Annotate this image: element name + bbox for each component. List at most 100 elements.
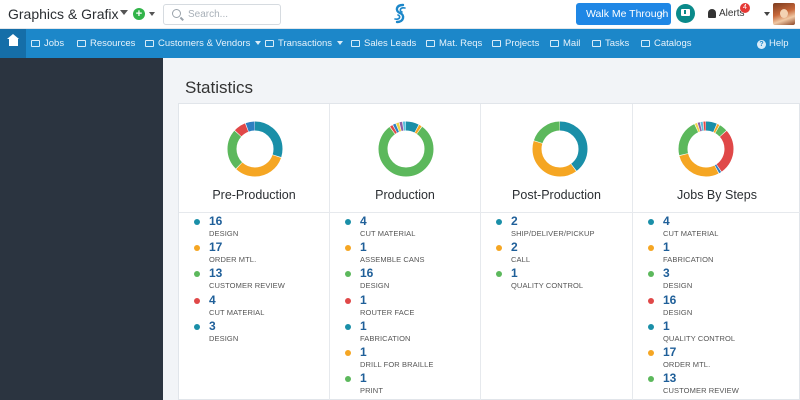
company-name[interactable]: Graphics & Grafix: [8, 6, 119, 22]
nav-mat-reqs[interactable]: Mat. Reqs: [426, 29, 482, 58]
stat-label: FABRICATION: [663, 255, 714, 265]
stat-label: DESIGN: [360, 281, 390, 291]
add-dropdown-caret-icon[interactable]: [149, 12, 155, 16]
walk-me-through-button[interactable]: Walk Me Through ›: [576, 3, 671, 25]
list-item[interactable]: 3 DESIGN: [633, 266, 800, 292]
list-item[interactable]: 4 CUT MATERIAL: [330, 214, 480, 240]
list-item[interactable]: 1 ROUTER FACE: [330, 293, 480, 319]
donut-slice[interactable]: [532, 121, 588, 177]
company-dropdown-caret-icon[interactable]: [120, 10, 128, 15]
list-item[interactable]: 16 DESIGN: [179, 214, 329, 240]
nav-label: Sales Leads: [364, 38, 417, 49]
home-icon: [7, 34, 19, 46]
nav-home[interactable]: [0, 29, 26, 58]
mail-icon: [550, 40, 559, 47]
list-item[interactable]: 1 DRILL FOR BRAILLE: [330, 345, 480, 371]
status-dot-icon: [648, 376, 654, 383]
list-item[interactable]: 1 QUALITY CONTROL: [481, 266, 632, 292]
list-item[interactable]: 13 CUSTOMER REVIEW: [179, 266, 329, 292]
stat-title: Post-Production: [512, 188, 601, 202]
donut-slice[interactable]: [378, 121, 434, 177]
list-item[interactable]: 17 ORDER MTL.: [633, 345, 800, 371]
nav-mail[interactable]: Mail: [550, 29, 580, 58]
nav-sales-leads[interactable]: Sales Leads: [351, 29, 416, 58]
app-logo-icon[interactable]: [390, 2, 410, 26]
status-dot-icon: [345, 297, 351, 304]
nav-help[interactable]: ? Help: [757, 29, 789, 58]
stat-title: Jobs By Steps: [677, 188, 757, 202]
stat-label: ORDER MTL.: [209, 255, 257, 265]
user-dropdown-caret-icon[interactable]: [764, 12, 770, 16]
donut-slice[interactable]: [678, 121, 734, 177]
sales-leads-icon: [351, 40, 360, 47]
donut-slice[interactable]: [227, 121, 283, 177]
stat-count: 1: [360, 240, 367, 255]
stat-label: DESIGN: [663, 281, 693, 291]
donut-chart[interactable]: [226, 120, 284, 178]
stat-column-jobs-by-steps: Jobs By Steps 4 CUT MATERIAL 1 FABRICATION 3 D…: [633, 104, 800, 400]
add-button[interactable]: +: [133, 8, 145, 20]
list-item[interactable]: 2 SHIP/DELIVER/PICKUP: [481, 214, 632, 240]
donut-slice[interactable]: [678, 121, 734, 177]
nav-customers-vendors[interactable]: Customers & Vendors: [145, 29, 262, 58]
nav-catalogs[interactable]: Catalogs: [641, 29, 692, 58]
nav-label: Tasks: [605, 38, 630, 49]
nav-projects[interactable]: Projects: [492, 29, 539, 58]
stat-count: 3: [663, 266, 670, 281]
stat-count: 17: [663, 345, 677, 359]
search-input[interactable]: [188, 7, 278, 22]
alerts-label[interactable]: Alerts: [719, 8, 745, 19]
list-item[interactable]: 16 DESIGN: [633, 293, 800, 319]
list-item[interactable]: 13 CUSTOMER REVIEW: [633, 371, 800, 397]
avatar[interactable]: [773, 3, 795, 25]
list-item[interactable]: 17 ORDER MTL.: [179, 240, 329, 266]
stat-count: 16: [209, 214, 223, 228]
main-nav: Jobs Resources Customers & Vendors Trans…: [0, 29, 800, 58]
projects-icon: [492, 40, 501, 47]
list-item[interactable]: 3 DESIGN: [179, 319, 329, 345]
donut-slice[interactable]: [378, 121, 434, 177]
status-dot-icon: [648, 271, 654, 278]
list-item[interactable]: 1 FABRICATION: [633, 240, 800, 266]
list-item[interactable]: 16 DESIGN: [330, 266, 480, 292]
nav-label: Help: [769, 38, 789, 49]
stat-label: CUT MATERIAL: [209, 307, 265, 317]
stat-label: ROUTER FACE: [360, 307, 415, 317]
status-dot-icon: [194, 271, 200, 278]
nav-transactions[interactable]: Transactions: [265, 29, 344, 58]
donut-slice[interactable]: [678, 121, 734, 177]
bell-icon[interactable]: [708, 9, 716, 18]
nav-resources[interactable]: Resources: [77, 29, 135, 58]
list-item[interactable]: 1 ASSEMBLE CANS: [330, 240, 480, 266]
donut-slice[interactable]: [532, 121, 588, 177]
donut-slice[interactable]: [227, 121, 283, 177]
list-icon: [426, 40, 435, 47]
search-box[interactable]: [163, 4, 281, 25]
donut-chart[interactable]: [377, 120, 435, 178]
gears-icon: [31, 40, 40, 47]
nav-tasks[interactable]: Tasks: [592, 29, 629, 58]
alerts-badge: 4: [740, 3, 750, 13]
list-item[interactable]: 1 PRINT: [330, 371, 480, 397]
donut-slice[interactable]: [678, 121, 734, 177]
stat-column-production: Production 4 CUT MATERIAL 1 ASSEMBLE CANS 16 D…: [330, 104, 481, 400]
list-item[interactable]: 1 QUALITY CONTROL: [633, 319, 800, 345]
donut-chart[interactable]: [531, 120, 589, 178]
nav-label: Catalogs: [654, 38, 692, 49]
list-item[interactable]: 4 CUT MATERIAL: [179, 293, 329, 319]
nav-label: Resources: [90, 38, 136, 49]
page-title: Statistics: [185, 78, 254, 97]
nav-jobs[interactable]: Jobs: [31, 29, 64, 58]
donut-chart[interactable]: [677, 120, 735, 178]
chat-icon[interactable]: [676, 4, 695, 23]
stat-label: CUSTOMER REVIEW: [209, 281, 285, 291]
stat-count: 13: [209, 266, 223, 281]
list-item[interactable]: 2 CALL: [481, 240, 632, 266]
list-item[interactable]: 4 CUT MATERIAL: [633, 214, 800, 240]
stat-count: 16: [663, 292, 677, 307]
list-item[interactable]: 1 FABRICATION: [330, 319, 480, 345]
stat-label: DESIGN: [209, 229, 239, 238]
donut-slice[interactable]: [227, 121, 283, 177]
status-dot-icon: [345, 271, 351, 278]
stat-count: 13: [663, 371, 677, 386]
